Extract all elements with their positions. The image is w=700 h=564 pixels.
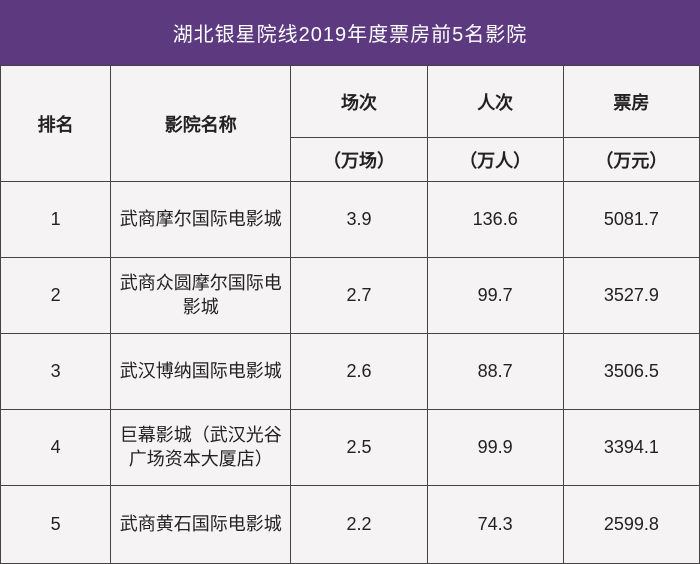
cell-sessions: 2.2 (291, 486, 427, 564)
report-table: 湖北银星院线2019年度票房前5名影院 排名 影院名称 场次 人次 票房 （万场… (0, 0, 700, 564)
cell-sessions: 3.9 (291, 182, 427, 258)
cell-rank: 2 (1, 258, 111, 334)
data-table: 排名 影院名称 场次 人次 票房 （万场） （万人） （万元） 1 武商摩尔国际… (0, 65, 700, 564)
col-sessions-unit: （万场） (291, 138, 427, 182)
cell-name: 武汉博纳国际电影城 (111, 334, 291, 410)
table-row: 4 巨幕影城（武汉光谷广场资本大厦店） 2.5 99.9 3394.1 (1, 410, 700, 486)
col-name: 影院名称 (111, 66, 291, 182)
cell-boxoffice: 2599.8 (563, 486, 699, 564)
table-row: 1 武商摩尔国际电影城 3.9 136.6 5081.7 (1, 182, 700, 258)
cell-attendance: 136.6 (427, 182, 563, 258)
cell-name: 巨幕影城（武汉光谷广场资本大厦店） (111, 410, 291, 486)
cell-boxoffice: 3527.9 (563, 258, 699, 334)
cell-name: 武商摩尔国际电影城 (111, 182, 291, 258)
cell-rank: 4 (1, 410, 111, 486)
cell-attendance: 74.3 (427, 486, 563, 564)
col-attendance: 人次 (427, 66, 563, 138)
cell-rank: 3 (1, 334, 111, 410)
cell-attendance: 99.7 (427, 258, 563, 334)
cell-boxoffice: 3394.1 (563, 410, 699, 486)
col-rank: 排名 (1, 66, 111, 182)
cell-attendance: 99.9 (427, 410, 563, 486)
col-attendance-unit: （万人） (427, 138, 563, 182)
col-boxoffice: 票房 (563, 66, 699, 138)
col-sessions: 场次 (291, 66, 427, 138)
table-row: 3 武汉博纳国际电影城 2.6 88.7 3506.5 (1, 334, 700, 410)
cell-sessions: 2.5 (291, 410, 427, 486)
page-title: 湖北银星院线2019年度票房前5名影院 (0, 0, 700, 65)
table-row: 5 武商黄石国际电影城 2.2 74.3 2599.8 (1, 486, 700, 564)
col-boxoffice-unit: （万元） (563, 138, 699, 182)
cell-name: 武商众圆摩尔国际电影城 (111, 258, 291, 334)
cell-boxoffice: 5081.7 (563, 182, 699, 258)
cell-rank: 1 (1, 182, 111, 258)
cell-attendance: 88.7 (427, 334, 563, 410)
cell-rank: 5 (1, 486, 111, 564)
cell-boxoffice: 3506.5 (563, 334, 699, 410)
cell-name: 武商黄石国际电影城 (111, 486, 291, 564)
cell-sessions: 2.7 (291, 258, 427, 334)
cell-sessions: 2.6 (291, 334, 427, 410)
table-row: 2 武商众圆摩尔国际电影城 2.7 99.7 3527.9 (1, 258, 700, 334)
